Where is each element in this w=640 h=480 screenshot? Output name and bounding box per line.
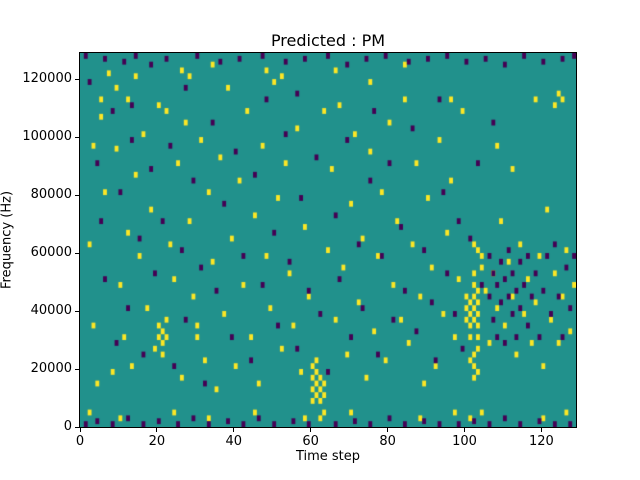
x-tick-label: 100 [452,434,477,449]
y-tick-mark [75,368,79,370]
x-axis-label: Time step [295,449,361,464]
x-tick-mark [463,428,465,432]
x-tick-mark [233,428,235,432]
y-tick-label: 80000 [30,187,72,203]
plot-area [79,52,577,428]
y-tick-mark [75,136,79,138]
y-tick-mark [75,310,79,312]
y-tick-mark [75,252,79,254]
x-tick-mark [540,428,542,432]
y-tick-label: 20000 [30,361,72,376]
y-tick-label: 100000 [22,129,72,145]
y-tick-label: 120000 [22,71,72,87]
y-tick-label: 60000 [30,245,72,261]
x-tick-mark [79,428,81,432]
y-tick-mark [75,426,79,428]
x-tick-mark [310,428,312,432]
y-tick-mark [75,78,79,80]
x-tick-label: 0 [75,434,85,449]
y-tick-label: 0 [63,419,72,434]
heatmap-canvas [80,53,576,427]
y-tick-label: 40000 [30,303,72,319]
chart-title: Predicted : PM [270,31,386,50]
x-tick-mark [156,428,158,432]
x-tick-label: 60 [302,434,319,449]
y-axis-label: Frequency (Hz) [0,190,15,290]
x-tick-label: 80 [379,434,396,449]
x-tick-label: 40 [225,434,243,449]
x-tick-label: 120 [528,434,554,449]
y-tick-mark [75,194,79,196]
x-tick-mark [387,428,389,432]
x-tick-label: 20 [148,434,166,449]
